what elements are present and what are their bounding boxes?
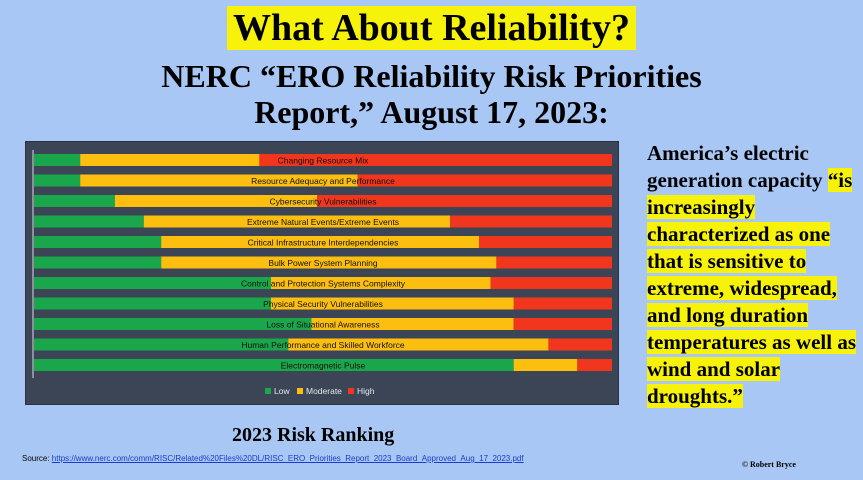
bar-high-1 (357, 174, 612, 187)
subtitle-line-1: NERC “ERO Reliability Risk Priorities (161, 58, 702, 94)
bar-moderate-10 (513, 359, 578, 371)
bar-low-2 (34, 195, 115, 207)
category-label-0: Changing Resource Mix (278, 156, 369, 166)
bar-moderate-6 (271, 277, 491, 289)
bar-moderate-4 (161, 236, 480, 248)
category-label-5: Bulk Power System Planning (268, 258, 377, 268)
category-label-3: Extreme Natural Events/Extreme Events (247, 217, 399, 227)
category-label-10: Electromagnetic Pulse (281, 361, 366, 371)
legend-swatch-low (265, 388, 271, 394)
bar-high-2 (317, 195, 612, 207)
bar-high-8 (513, 318, 612, 330)
bar-low-7 (34, 297, 271, 310)
bar-low-3 (34, 215, 144, 228)
category-label-8: Loss of Situational Awareness (266, 320, 379, 330)
legend-label-moderate: Moderate (306, 386, 342, 396)
legend-swatch-moderate (297, 388, 303, 394)
bar-low-0 (34, 154, 81, 166)
risk-chart-svg: Changing Resource Mix Resource Adequacy a… (32, 150, 612, 396)
subtitle: NERC “ERO Reliability Risk Priorities Re… (0, 58, 863, 130)
bar-moderate-8 (311, 318, 514, 330)
risk-chart: Changing Resource Mix Resource Adequacy a… (25, 141, 619, 405)
bar-high-7 (513, 297, 612, 310)
ranking-label: 2023 Risk Ranking (232, 424, 395, 446)
bar-moderate-5 (161, 256, 497, 269)
bar-low-9 (34, 338, 289, 351)
bar-high-10 (577, 359, 612, 371)
bar-low-5 (34, 256, 162, 269)
page-title: What About Reliability? (227, 6, 636, 50)
title-wrap: What About Reliability? (0, 6, 863, 50)
bar-low-10 (34, 359, 514, 371)
bar-high-3 (450, 215, 612, 228)
bar-low-1 (34, 174, 81, 187)
category-label-2: Cybersecurity Vulnerabilities (270, 197, 377, 207)
quote-plain: America’s electric generation capacity (647, 141, 828, 192)
bar-moderate-1 (80, 174, 358, 187)
bar-moderate-7 (271, 297, 514, 310)
quote-block: America’s electric generation capacity “… (647, 140, 859, 410)
legend-label-low: Low (274, 386, 290, 396)
bar-high-6 (490, 277, 612, 289)
bar-high-9 (548, 338, 612, 351)
category-label-6: Control and Protection Systems Complexit… (241, 279, 406, 289)
bar-high-0 (259, 154, 612, 166)
category-label-7: Physical Security Vulnerabilities (263, 299, 383, 309)
bar-moderate-9 (288, 338, 549, 351)
source-line: Source: https://www.nerc.com/comm/RISC/R… (22, 454, 524, 463)
category-label-4: Critical Infrastructure Interdependencie… (248, 238, 399, 248)
category-label-1: Resource Adequacy and Performance (251, 176, 395, 186)
bar-low-8 (34, 318, 312, 330)
bar-low-6 (34, 277, 271, 289)
bar-high-4 (479, 236, 612, 248)
source-link[interactable]: https://www.nerc.com/comm/RISC/Related%2… (51, 454, 524, 463)
legend-label-high: High (357, 386, 375, 396)
bar-low-4 (34, 236, 162, 248)
quote-highlight: “is increasingly characterized as one th… (647, 168, 856, 408)
bar-moderate-3 (143, 215, 451, 228)
bar-moderate-2 (114, 195, 318, 207)
credit: © Robert Bryce (742, 460, 796, 469)
legend-swatch-high (348, 388, 354, 394)
subtitle-line-2: Report,” August 17, 2023: (254, 94, 609, 130)
bar-high-5 (496, 256, 612, 269)
bar-moderate-0 (80, 154, 260, 166)
category-label-9: Human Performance and Skilled Workforce (241, 340, 405, 350)
source-prefix: Source: (22, 454, 52, 463)
